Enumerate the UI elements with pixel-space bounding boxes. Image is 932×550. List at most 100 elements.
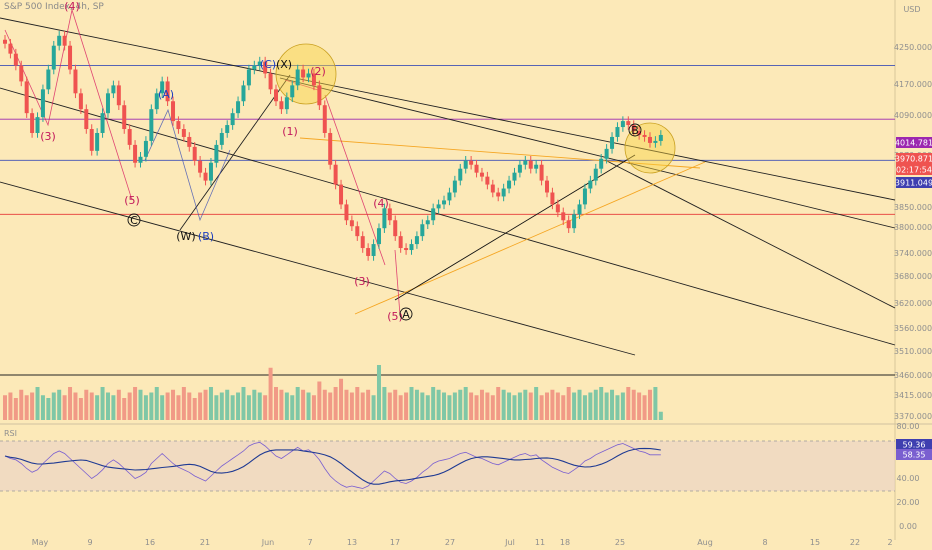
volume-bar bbox=[68, 387, 73, 420]
volume-bar bbox=[642, 395, 647, 420]
candle-body bbox=[404, 248, 409, 251]
candle-body bbox=[545, 180, 549, 193]
volume-bar bbox=[512, 395, 517, 420]
candle-body bbox=[274, 89, 278, 102]
wave-label: (B) bbox=[198, 230, 214, 243]
volume-bar bbox=[447, 395, 452, 420]
candle-body bbox=[165, 81, 170, 102]
rsi-ma-line bbox=[4, 447, 661, 485]
candle-body bbox=[398, 236, 403, 249]
candle-body bbox=[46, 69, 51, 90]
price-tag bbox=[896, 137, 932, 148]
time-tick-label: Jul bbox=[504, 538, 515, 547]
candle-body bbox=[84, 109, 89, 130]
wave-label: (4) bbox=[373, 197, 389, 210]
time-tick-label: 16 bbox=[145, 538, 155, 547]
rsi-tag-label: 58.35 bbox=[903, 451, 926, 460]
volume-bar bbox=[46, 398, 51, 420]
trend-line bbox=[0, 87, 896, 346]
volume-bar bbox=[507, 392, 512, 420]
candle-body bbox=[252, 65, 257, 70]
candle-body bbox=[284, 97, 289, 110]
candle-body bbox=[452, 180, 457, 193]
volume-bar bbox=[376, 365, 381, 420]
volume-bar bbox=[555, 392, 560, 420]
volume-bar bbox=[588, 392, 593, 420]
time-tick-label: 25 bbox=[615, 538, 625, 547]
trend-line bbox=[0, 181, 636, 356]
candle-body bbox=[317, 85, 322, 106]
rsi-tick-label: 80.00 bbox=[897, 422, 920, 431]
volume-bar bbox=[19, 389, 24, 420]
candle-body bbox=[311, 73, 316, 86]
candle-body bbox=[436, 204, 441, 209]
volume-bar bbox=[219, 392, 224, 420]
candle-body bbox=[328, 132, 333, 165]
volume-bar bbox=[566, 387, 571, 420]
price-tick-label: 3510.000 bbox=[894, 347, 932, 356]
candle-body bbox=[263, 61, 268, 74]
volume-bar bbox=[225, 389, 230, 420]
volume-bar bbox=[246, 395, 251, 420]
volume-bar bbox=[550, 389, 555, 420]
volume-bar bbox=[653, 387, 658, 420]
volume-bar bbox=[198, 392, 203, 420]
volume-bar bbox=[8, 392, 13, 420]
candle-body bbox=[496, 192, 501, 197]
volume-bar bbox=[349, 392, 354, 420]
time-tick-label: Aug bbox=[697, 538, 713, 547]
candle-body bbox=[425, 220, 430, 225]
wave-label: (C) bbox=[260, 58, 276, 71]
candle-body bbox=[539, 164, 544, 181]
volume-bar bbox=[111, 395, 116, 420]
chart-title: S&P 500 Index, 4h, SP bbox=[4, 2, 104, 12]
volume-bar bbox=[398, 395, 403, 420]
volume-bar bbox=[301, 389, 306, 420]
candle-body bbox=[208, 162, 213, 181]
wave-label: (3) bbox=[40, 130, 56, 143]
wave-label: (A) bbox=[158, 88, 174, 101]
volume-bar bbox=[208, 387, 213, 420]
price-tick-label: 3740.000 bbox=[894, 249, 932, 258]
price-tag-label: 3911.049 bbox=[895, 179, 932, 188]
candle-body bbox=[171, 101, 176, 122]
trend-line bbox=[354, 161, 706, 315]
candle-body bbox=[366, 248, 371, 256]
candle-body bbox=[111, 85, 116, 94]
volume-bar bbox=[62, 395, 67, 420]
volume-bar bbox=[658, 411, 663, 420]
candle-body bbox=[393, 220, 398, 237]
volume-bar bbox=[620, 392, 625, 420]
candle-body bbox=[176, 121, 181, 130]
candle-body bbox=[414, 236, 419, 245]
candle-body bbox=[181, 129, 186, 137]
volume-bar bbox=[322, 389, 327, 420]
volume-bar bbox=[143, 395, 148, 420]
volume-bar bbox=[333, 387, 338, 420]
volume-bar bbox=[534, 387, 539, 420]
candle-body bbox=[214, 144, 219, 163]
candle-body bbox=[555, 204, 560, 213]
volume-bar bbox=[95, 395, 100, 420]
time-tick-label: 17 bbox=[390, 538, 400, 547]
price-tick-label: 4250.000 bbox=[894, 43, 932, 52]
volume-bar bbox=[306, 392, 311, 420]
volume-bar bbox=[420, 392, 425, 420]
volume-bar bbox=[610, 389, 615, 420]
volume-bar bbox=[252, 389, 257, 420]
volume-bar bbox=[160, 395, 165, 420]
wave-label: (5) bbox=[387, 310, 403, 323]
volume-bar bbox=[165, 392, 170, 420]
volume-bar bbox=[387, 392, 392, 420]
wave-label: B bbox=[631, 124, 639, 137]
candle-body bbox=[219, 132, 224, 145]
candle-body bbox=[89, 129, 94, 151]
candle-body bbox=[149, 109, 154, 141]
highlight-circle bbox=[275, 43, 337, 105]
volume-bar bbox=[366, 389, 371, 420]
volume-bar bbox=[284, 392, 289, 420]
candle-body bbox=[187, 136, 192, 147]
candle-body bbox=[382, 208, 387, 229]
